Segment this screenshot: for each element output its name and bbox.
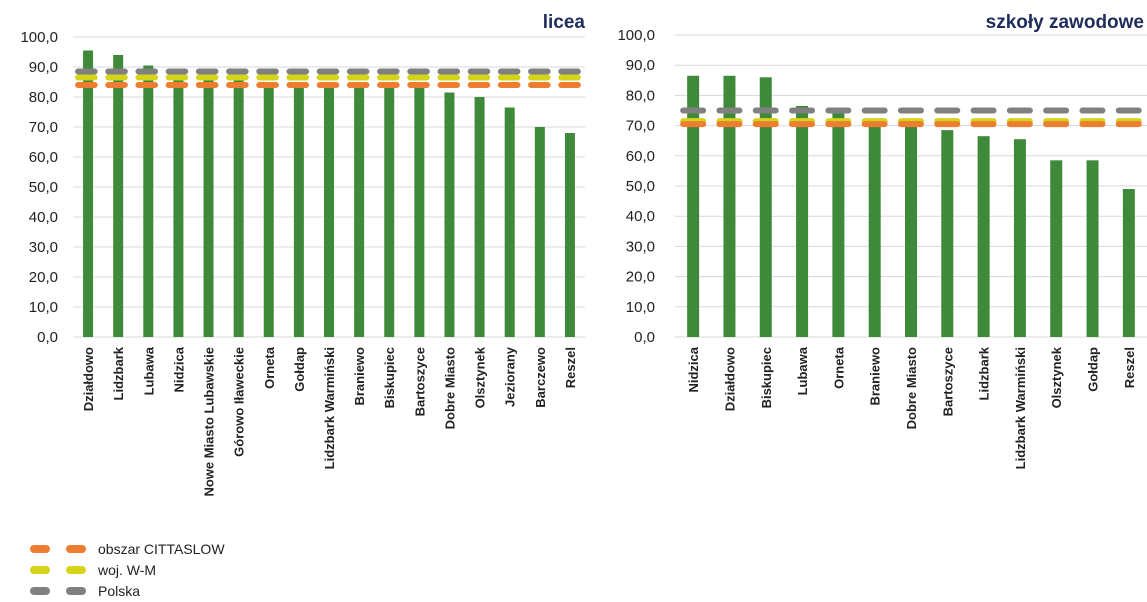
bar-bartoszyce — [941, 130, 954, 337]
chart-title: licea — [543, 12, 586, 33]
x-tick-label: Lidzbark — [111, 346, 126, 400]
x-tick-label: Reszel — [1122, 347, 1137, 388]
bar-lidzbark-warminski — [324, 83, 334, 337]
legend-item-woj: woj. W-M — [30, 559, 225, 580]
y-tick-label: 10,0 — [626, 299, 655, 316]
legend-label-cittaslow: obszar CITTASLOW — [98, 540, 225, 557]
x-tick-label: Nowe Miasto Lubawskie — [202, 347, 217, 497]
x-tick-label: Dobre Miasto — [442, 347, 457, 429]
x-tick-label: Olsztynek — [473, 346, 488, 408]
legend-label-polska: Polska — [98, 582, 141, 599]
y-tick-label: 20,0 — [626, 269, 655, 286]
x-tick-label: Nidzica — [171, 346, 186, 392]
x-tick-label: Olsztynek — [1049, 346, 1064, 408]
y-tick-label: 30,0 — [29, 239, 58, 256]
bar-olsztynek — [474, 97, 485, 337]
bar-lubawa — [796, 105, 809, 337]
bar-lidzbark — [977, 136, 990, 337]
y-tick-label: 70,0 — [626, 118, 655, 135]
y-tick-label: 90,0 — [29, 59, 58, 76]
bar-reszel — [1122, 189, 1135, 337]
y-tick-label: 50,0 — [29, 179, 58, 196]
bar-braniewo — [868, 122, 881, 337]
x-tick-label: Orneta — [831, 346, 846, 389]
bar-gorowo-ilaweckie — [233, 79, 244, 337]
y-tick-label: 30,0 — [626, 238, 655, 255]
x-tick-label: Barczewo — [533, 347, 548, 408]
y-tick-label: 0,0 — [634, 329, 655, 346]
x-tick-label: Lubawa — [141, 346, 156, 395]
x-tick-label: Lidzbark Warmiński — [322, 347, 337, 469]
bar-nowe-miasto-lubawskie — [203, 76, 214, 337]
bar-orneta — [832, 113, 845, 338]
legend-swatch-cittaslow — [30, 544, 88, 553]
bar-braniewo — [354, 85, 365, 337]
x-tick-label: Dobre Miasto — [904, 347, 919, 429]
y-tick-label: 60,0 — [29, 149, 58, 166]
x-tick-label: Górowo Iławeckie — [232, 347, 247, 457]
bar-nidzica — [173, 71, 184, 337]
bar-dobre-miasto — [905, 124, 917, 337]
bar-lidzbark — [113, 55, 124, 337]
x-tick-label: Nidzica — [686, 346, 701, 392]
bar-orneta — [263, 82, 274, 337]
y-tick-label: 40,0 — [626, 208, 655, 225]
x-tick-label: Biskupiec — [759, 347, 774, 408]
x-tick-label: Lidzbark — [977, 346, 992, 400]
x-tick-label: Braniewo — [352, 347, 367, 406]
y-tick-label: 10,0 — [29, 299, 58, 316]
y-tick-label: 20,0 — [29, 269, 58, 286]
chart-szkoly-zawodowe: 0,0 10,0 20,0 30,0 40,0 50,0 60,0 70,0 80,0 90,0 1… — [617, 12, 1147, 469]
x-tick-label: Działdowo — [722, 347, 737, 411]
bar-jeziorany — [504, 107, 515, 337]
bar-goldap — [1086, 160, 1099, 337]
bar-dobre-miasto — [444, 92, 455, 337]
y-tick-label: 40,0 — [29, 209, 58, 226]
bar-lubawa — [143, 65, 154, 337]
x-tick-label: Braniewo — [868, 347, 883, 406]
chart-title: szkoły zawodowe — [986, 12, 1144, 33]
y-tick-label: 80,0 — [29, 89, 58, 106]
y-tick-label: 80,0 — [626, 87, 655, 104]
legend-item-cittaslow: obszar CITTASLOW — [30, 538, 225, 559]
legend-item-polska: Polska — [30, 580, 225, 601]
bar-barczewo — [534, 127, 545, 337]
bar-biskupiec — [759, 77, 772, 337]
legend-swatch-polska — [30, 586, 88, 595]
y-tick-label: 100,0 — [617, 27, 655, 44]
x-tick-label: Bartoszyce — [412, 347, 427, 416]
y-tick-label: 50,0 — [626, 178, 655, 195]
bar-bartoszyce — [414, 86, 425, 337]
x-tick-label: Jeziorany — [503, 346, 518, 407]
legend: obszar CITTASLOW woj. W-M Polska — [30, 538, 225, 601]
bar-lidzbark-warminski — [1013, 139, 1026, 337]
y-tick-label: 0,0 — [37, 329, 58, 346]
x-tick-label: Reszel — [563, 347, 578, 388]
y-tick-label: 60,0 — [626, 148, 655, 165]
x-tick-label: Gołdap — [1086, 347, 1101, 392]
x-tick-label: Działdowo — [81, 347, 96, 411]
x-tick-label: Orneta — [262, 346, 277, 389]
legend-label-woj: woj. W-M — [98, 561, 157, 578]
y-tick-label: 90,0 — [626, 57, 655, 74]
chart-licea: 0,0 10,0 20,0 30,0 40,0 50,0 60,0 70,0 80,0 90,0 1… — [20, 12, 588, 497]
legend-swatch-woj — [30, 565, 88, 574]
x-tick-label: Lidzbark Warmiński — [1013, 347, 1028, 469]
bar-dzialdowo — [723, 75, 736, 338]
x-tick-label: Bartoszyce — [940, 347, 955, 416]
x-tick-label: Biskupiec — [382, 347, 397, 408]
bar-goldap — [293, 82, 304, 337]
bar-biskupiec — [384, 85, 395, 337]
bar-dzialdowo — [83, 50, 94, 337]
x-tick-label: Gołdap — [292, 347, 307, 392]
bar-reszel — [564, 133, 575, 337]
x-tick-label: Lubawa — [795, 346, 810, 395]
bar-olsztynek — [1050, 160, 1063, 337]
y-tick-label: 70,0 — [29, 119, 58, 136]
bar-nidzica — [687, 75, 700, 338]
y-tick-label: 100,0 — [20, 29, 58, 46]
